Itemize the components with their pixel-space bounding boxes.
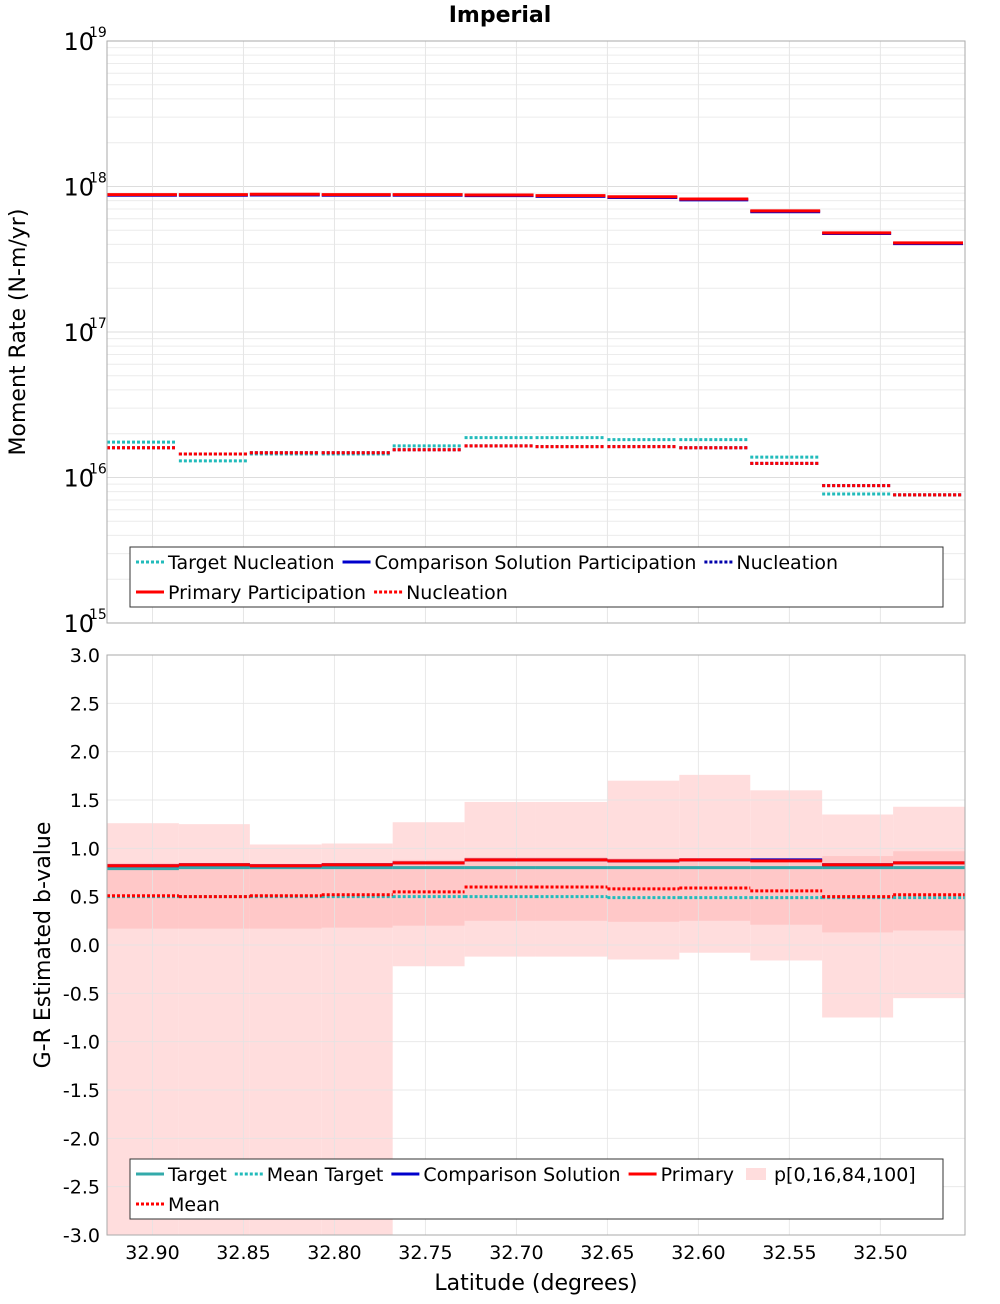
top-y-tick-base: 10 xyxy=(63,174,94,202)
legend-box xyxy=(129,546,944,608)
bottom-y-tick-label: -2.0 xyxy=(63,1128,100,1150)
x-tick-label: 32.60 xyxy=(671,1242,725,1264)
bottom-y-tick-label: 0.5 xyxy=(70,887,100,909)
x-tick-label: 32.65 xyxy=(580,1242,634,1264)
x-tick-label: 32.90 xyxy=(125,1242,179,1264)
bottom-panel: -3.0 -2.5 -2.0 -1.5 -1.0 -0.5 0.0 0.5 1.0 1.5 2.0 2… xyxy=(31,645,966,1296)
top-plot-frame xyxy=(106,40,966,624)
legend-label: Primary Participation xyxy=(168,582,366,604)
bottom-y-tick-label: -1.0 xyxy=(63,1032,100,1054)
legend-item: Comparison Solution xyxy=(391,1164,621,1186)
legend-label: Target xyxy=(167,1164,227,1186)
bottom-y-tick-label: -0.5 xyxy=(63,983,100,1005)
legend-swatch xyxy=(746,1168,766,1180)
bottom-legend: Target Mean Target Comparison Solution Prim… xyxy=(129,1158,944,1220)
top-y-tick-base: 10 xyxy=(63,610,94,638)
top-series-4 xyxy=(107,444,963,497)
top-legend: Target Nucleation Comparison Solution Par… xyxy=(129,546,944,608)
legend-item: Mean Target xyxy=(234,1164,384,1186)
bottom-series-0 xyxy=(107,866,965,871)
bottom-y-tick-label: 1.0 xyxy=(70,838,100,860)
top-y-tick-exponent: 17 xyxy=(89,316,107,332)
legend-label: Nucleation xyxy=(406,582,508,604)
top-series-layer xyxy=(107,192,963,497)
legend-label: Mean Target xyxy=(267,1164,384,1186)
legend-label: Target Nucleation xyxy=(167,552,335,574)
legend-label: Mean xyxy=(168,1194,220,1216)
legend-label: Comparison Solution Participation xyxy=(375,552,697,574)
legend-item: Nucleation xyxy=(704,552,838,574)
top-y-tick-exponent: 19 xyxy=(89,25,107,41)
bottom-y-tick-label: -1.5 xyxy=(63,1080,100,1102)
legend-label: Primary xyxy=(661,1164,734,1186)
x-tick-label: 32.50 xyxy=(853,1242,907,1264)
top-y-tick-exponent: 18 xyxy=(89,171,107,187)
x-tick-label: 32.55 xyxy=(762,1242,816,1264)
x-axis-label: Latitude (degrees) xyxy=(434,1271,637,1296)
bottom-plot-frame xyxy=(106,654,966,1236)
chart-title: Imperial xyxy=(449,3,552,28)
bottom-y-tick-label: 2.0 xyxy=(70,742,100,764)
bottom-y-tick-label: 1.5 xyxy=(70,790,100,812)
bottom-series-layer xyxy=(107,858,965,900)
legend-item: Primary xyxy=(628,1164,734,1186)
x-tick-labels: 32.90 32.85 32.80 32.75 32.70 32.65 32.60 32.55… xyxy=(125,1242,907,1264)
legend-item: Target xyxy=(136,1164,227,1186)
band-segment xyxy=(893,851,965,931)
bottom-series-4 xyxy=(107,885,965,899)
bottom-y-tick-label: 3.0 xyxy=(70,645,100,667)
bottom-y-tick-labels: -3.0 -2.5 -2.0 -1.5 -1.0 -0.5 0.0 0.5 1.0 1.5 2.0 2… xyxy=(63,645,100,1247)
x-tick-label: 32.80 xyxy=(307,1242,361,1264)
top-y-tick-base: 10 xyxy=(63,319,94,347)
bottom-y-tick-label: -2.5 xyxy=(63,1177,100,1199)
top-series-0 xyxy=(107,192,963,245)
legend-label: Nucleation xyxy=(736,552,838,574)
legend-box xyxy=(129,1158,944,1220)
legend-label: p[0,16,84,100] xyxy=(774,1164,916,1186)
legend-item: Target Nucleation xyxy=(136,552,335,574)
bottom-series-3 xyxy=(107,858,965,868)
top-y-axis-label: Moment Rate (N-m/yr) xyxy=(6,209,31,456)
top-y-tick-base: 10 xyxy=(63,465,94,493)
x-tick-label: 32.85 xyxy=(216,1242,270,1264)
bottom-y-tick-label: 0.0 xyxy=(70,935,100,957)
top-y-tick-base: 10 xyxy=(63,28,94,56)
x-tick-label: 32.75 xyxy=(398,1242,452,1264)
top-grid xyxy=(107,40,965,624)
legend-label: Comparison Solution xyxy=(423,1164,620,1186)
bottom-y-axis-label: G-R Estimated b-value xyxy=(31,822,56,1069)
bottom-y-tick-label: -3.0 xyxy=(63,1225,100,1247)
legend-item: Primary Participation xyxy=(136,582,366,604)
legend-item: Nucleation xyxy=(374,582,508,604)
legend-item: p[0,16,84,100] xyxy=(746,1164,916,1186)
legend-item: Mean xyxy=(136,1194,220,1216)
top-y-tick-exponent: 16 xyxy=(89,462,107,478)
x-tick-label: 32.70 xyxy=(489,1242,543,1264)
top-y-tick-exponent: 15 xyxy=(89,607,107,623)
bottom-y-tick-label: 2.5 xyxy=(70,693,100,715)
legend-item: Comparison Solution Participation xyxy=(342,552,697,574)
